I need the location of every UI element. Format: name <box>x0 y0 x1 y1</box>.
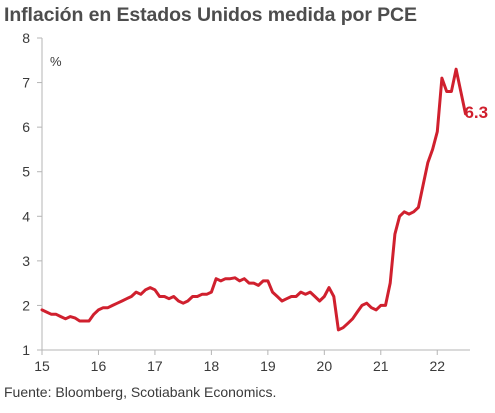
x-tick-label: 21 <box>373 358 389 374</box>
chart-title: Inflación en Estados Unidos medida por P… <box>4 4 417 26</box>
y-tick-label: 4 <box>22 208 30 224</box>
y-axis-unit-label: % <box>50 54 62 69</box>
y-tick-label: 7 <box>22 75 30 91</box>
x-tick-label: 16 <box>91 358 107 374</box>
y-tick-label: 3 <box>22 253 30 269</box>
source-note: Fuente: Bloomberg, Scotiabank Economics. <box>4 384 277 400</box>
y-tick-label: 5 <box>22 164 30 180</box>
last-value-label: 6.3 <box>464 103 488 122</box>
x-tick-group: 15 16 17 18 19 20 21 22 <box>34 350 445 374</box>
x-tick-label: 19 <box>260 358 276 374</box>
y-tick-group: 1 2 3 4 5 6 7 8 <box>22 30 42 358</box>
y-tick-label: 1 <box>22 342 30 358</box>
pce-inflation-line <box>40 67 467 332</box>
x-tick-label: 15 <box>34 358 50 374</box>
x-tick-label: 22 <box>429 358 445 374</box>
y-tick-label: 6 <box>22 119 30 135</box>
y-tick-label: 2 <box>22 297 30 313</box>
y-tick-label: 8 <box>22 30 30 46</box>
x-tick-label: 18 <box>204 358 220 374</box>
x-tick-label: 20 <box>317 358 333 374</box>
x-tick-label: 17 <box>147 358 163 374</box>
